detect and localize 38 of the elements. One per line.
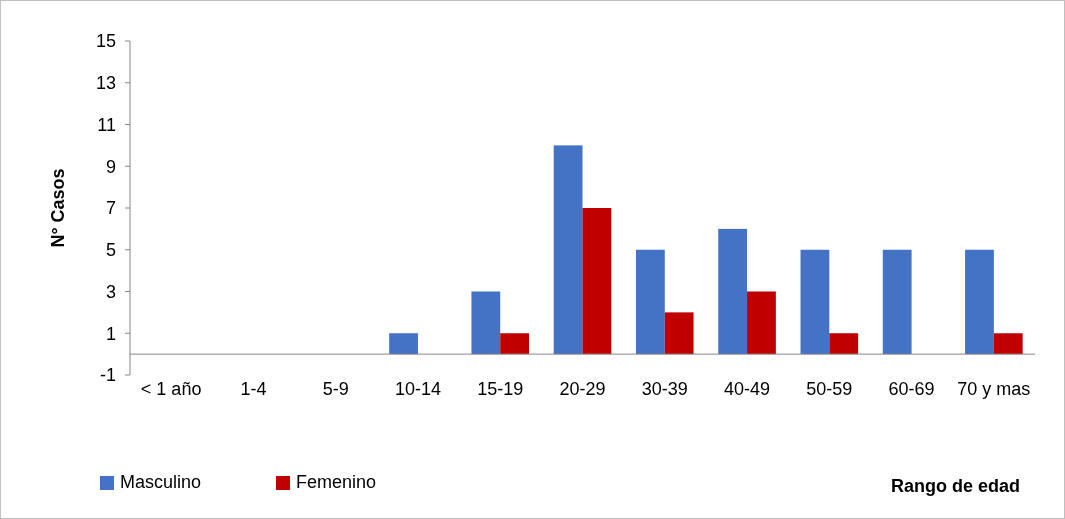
y-tick-label: -1 (99, 365, 116, 386)
y-axis-title: N° Casos (48, 168, 68, 248)
legend-label: Masculino (120, 472, 202, 492)
y-tick-label: 11 (97, 114, 116, 135)
x-tick-label: 5-9 (322, 379, 349, 399)
bar (471, 291, 501, 355)
bar (718, 228, 748, 355)
bar (500, 333, 530, 355)
x-tick-label: 70 y mas (957, 379, 1031, 399)
bar (664, 312, 694, 355)
y-tick-label: 9 (105, 156, 116, 177)
x-tick-label: 15-19 (477, 379, 524, 399)
y-tick-label: 1 (105, 323, 116, 344)
bar (965, 249, 994, 355)
x-axis-title: Rango de edad (890, 476, 1020, 496)
x-tick-label: 10-14 (394, 379, 441, 399)
x-tick-label: 1-4 (240, 379, 267, 399)
legend-label: Femenino (296, 472, 377, 492)
bar (993, 333, 1023, 355)
y-tick-label: 5 (105, 240, 116, 261)
y-tick-label: 13 (95, 73, 116, 94)
x-tick-label: 20-29 (559, 379, 606, 399)
bar (747, 291, 776, 355)
bar (829, 333, 859, 355)
x-tick-label: 40-49 (724, 379, 771, 399)
bar (800, 249, 830, 355)
bar (635, 249, 665, 355)
y-tick-label: 3 (105, 281, 116, 302)
x-tick-label: 30-39 (641, 379, 688, 399)
y-tick-label: 15 (95, 31, 116, 52)
bar (582, 208, 612, 355)
x-tick-label: < 1 año (140, 379, 202, 399)
y-tick-label: 7 (105, 198, 116, 219)
x-tick-label: 50-59 (806, 379, 853, 399)
bar (389, 333, 418, 355)
bar (882, 249, 912, 355)
bar (553, 145, 583, 355)
x-tick-label: 60-69 (888, 379, 935, 399)
